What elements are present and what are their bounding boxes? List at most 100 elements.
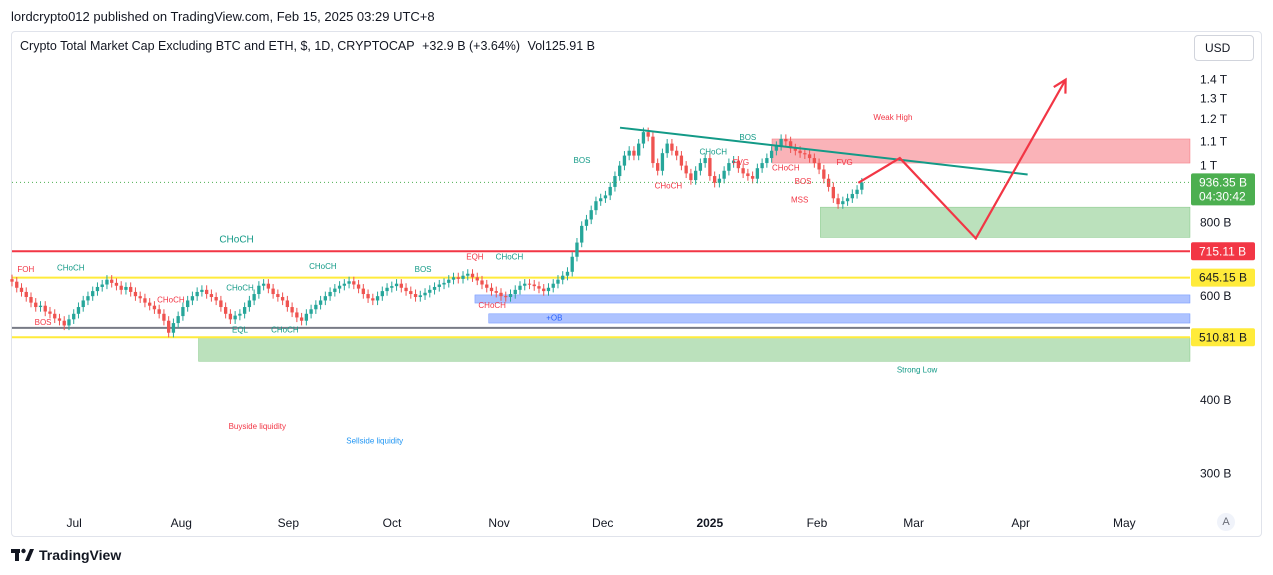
candle — [394, 279, 399, 291]
tradingview-footer[interactable]: TradingView — [11, 547, 121, 563]
x-tick-label: Mar — [903, 516, 924, 530]
candle — [447, 275, 451, 288]
y-tick-label: 1.4 T — [1200, 73, 1228, 87]
candle — [656, 158, 660, 176]
candle — [675, 146, 679, 161]
candle — [850, 189, 854, 203]
candle — [413, 289, 418, 302]
candle — [774, 141, 779, 156]
x-tick-label: 2025 — [696, 516, 723, 530]
candle — [295, 307, 299, 323]
x-tick-label: Feb — [807, 516, 828, 530]
candle — [594, 196, 598, 215]
candle — [323, 291, 328, 306]
zone-4 — [488, 313, 1191, 324]
legend-change: +32.9 B (+3.64%) — [422, 39, 521, 53]
candle — [845, 193, 850, 206]
candle — [494, 286, 498, 298]
candle — [793, 143, 798, 156]
candle — [105, 275, 109, 290]
candle — [556, 275, 560, 289]
candle — [185, 295, 190, 312]
candle — [261, 279, 266, 291]
candle — [613, 171, 617, 192]
candle — [703, 153, 707, 168]
candle — [508, 289, 513, 302]
price-tag-label: 510.81 B — [1199, 330, 1247, 344]
annotation-label: +OB — [546, 313, 562, 322]
candle — [589, 205, 593, 225]
annotation-label: BOS — [739, 133, 756, 142]
candle — [660, 148, 665, 176]
y-tick-label: 600 B — [1200, 289, 1231, 303]
candle — [784, 134, 788, 146]
zone-2 — [198, 337, 1191, 362]
candle — [817, 158, 821, 175]
annotation-label: CHoCH — [655, 181, 683, 190]
legend-symbol[interactable]: Crypto Total Market Cap Excluding BTC an… — [20, 39, 415, 53]
x-tick-label: May — [1113, 516, 1136, 530]
candle — [309, 304, 313, 319]
annotation-label: BOS — [415, 265, 432, 274]
price-tag-countdown: 04:30:42 — [1199, 189, 1246, 203]
auto-scale-button[interactable]: A — [1217, 513, 1235, 531]
tradingview-logo-icon — [11, 548, 34, 561]
zone-3 — [474, 294, 1191, 304]
candle — [53, 309, 57, 324]
candle — [15, 277, 19, 293]
candle — [665, 139, 669, 158]
candle — [580, 221, 584, 248]
trendline — [619, 126, 1028, 176]
candle — [570, 252, 574, 277]
candle — [807, 149, 812, 163]
candle — [518, 281, 522, 295]
annotation-label: CHoCH — [57, 264, 85, 273]
annotation-label: CHoCH — [271, 326, 299, 335]
candle — [119, 281, 123, 295]
y-tick-label: 1.2 T — [1200, 112, 1228, 126]
x-tick-label: Aug — [171, 516, 192, 530]
chart-legend: Crypto Total Market Cap Excluding BTC an… — [20, 39, 599, 53]
price-tag-label: 936.35 B — [1199, 175, 1247, 189]
candle — [442, 278, 446, 290]
annotation-label: BOS — [35, 318, 52, 327]
candle — [133, 287, 138, 301]
candle — [746, 168, 750, 181]
candle — [138, 291, 142, 303]
annotation-label: EQH — [466, 252, 484, 261]
currency-button[interactable]: USD — [1194, 35, 1254, 61]
candle — [812, 153, 817, 168]
candle — [204, 285, 209, 299]
candle — [504, 291, 508, 302]
candle — [24, 287, 28, 302]
annotation-label: Weak High — [873, 113, 912, 122]
candle — [233, 311, 237, 324]
candle — [717, 174, 722, 188]
candle — [618, 161, 622, 181]
candle — [741, 163, 745, 179]
annotation-label: CHoCH — [496, 252, 524, 261]
candle — [769, 146, 774, 163]
candle — [276, 289, 280, 302]
candle — [480, 275, 484, 290]
candle — [693, 166, 698, 185]
candle — [100, 279, 104, 292]
candle — [62, 316, 66, 331]
candle — [219, 295, 223, 312]
candle — [461, 271, 465, 284]
candle — [72, 309, 76, 324]
y-tick-label: 400 B — [1200, 393, 1231, 407]
candle — [399, 279, 403, 293]
candle — [337, 281, 342, 294]
candle — [451, 272, 456, 285]
candle — [803, 148, 807, 160]
candle — [181, 302, 185, 321]
candle — [209, 289, 214, 302]
candle — [390, 281, 394, 293]
price-tag — [1191, 173, 1255, 206]
candle — [176, 311, 180, 328]
candle — [684, 161, 688, 179]
candle — [347, 276, 351, 289]
candle — [10, 274, 14, 287]
